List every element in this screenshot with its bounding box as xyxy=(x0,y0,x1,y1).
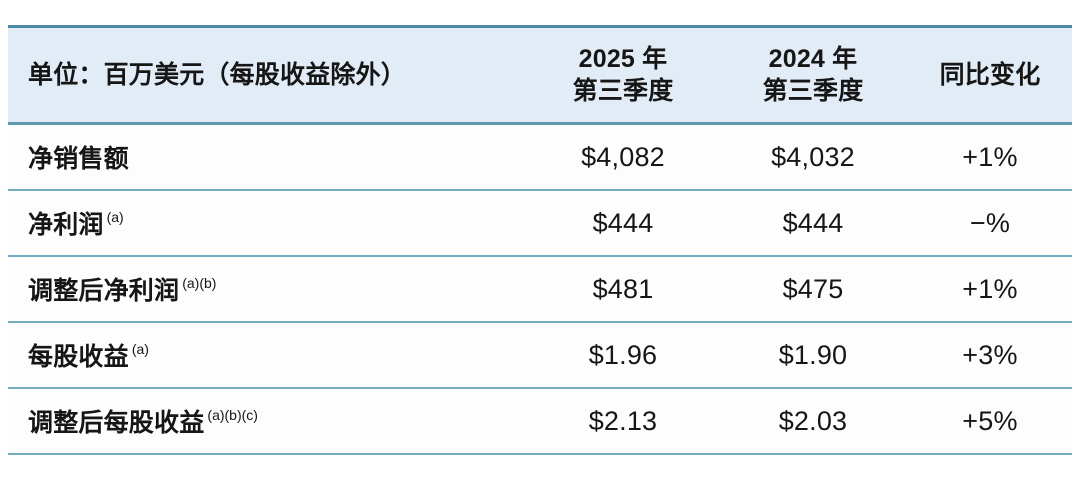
yoy-change: +1% xyxy=(962,273,1018,304)
footnote-superscript: (a)(b)(c) xyxy=(207,406,258,423)
value-2024: $444 xyxy=(782,207,844,238)
value-2024: $475 xyxy=(782,273,844,304)
header-q3-2025: 2025 年 第三季度 xyxy=(528,43,718,107)
row-label-text: 调整后净利润 xyxy=(28,277,180,305)
row-label: 净销售额 xyxy=(8,139,528,175)
header-yoy-change: 同比变化 xyxy=(939,61,1041,89)
value-2025: $4,082 xyxy=(581,141,665,172)
value-2025: $2.13 xyxy=(588,405,658,436)
row-label: 每股收益 (a) xyxy=(8,337,528,373)
yoy-change: +5% xyxy=(962,405,1018,436)
header-q3-2024: 2024 年 第三季度 xyxy=(718,43,908,107)
row-label-text: 净利润 xyxy=(28,211,104,239)
header-q3-2024-quarter: 第三季度 xyxy=(762,77,864,105)
value-2024: $2.03 xyxy=(778,405,848,436)
footnote-superscript: (a) xyxy=(131,340,149,357)
value-2024: $1.90 xyxy=(778,339,848,370)
header-q3-2025-year: 2025 年 xyxy=(578,45,668,73)
header-q3-2025-quarter: 第三季度 xyxy=(572,77,674,105)
row-label: 净利润 (a) xyxy=(8,205,528,241)
row-label-text: 净销售额 xyxy=(28,145,129,173)
footnote-superscript: (a)(b) xyxy=(182,274,217,291)
row-label-text: 每股收益 xyxy=(28,343,129,371)
table-header-row: 单位：百万美元（每股收益除外） 2025 年 第三季度 2024 年 第三季度 … xyxy=(8,28,1072,125)
row-label: 调整后净利润 (a)(b) xyxy=(8,271,528,307)
header-q3-2024-year: 2024 年 xyxy=(768,45,858,73)
footnote-superscript: (a) xyxy=(106,208,124,225)
value-2025: $481 xyxy=(592,273,654,304)
value-2025: $1.96 xyxy=(588,339,658,370)
table-row-adjusted-net-income: 调整后净利润 (a)(b) $481 $475 +1% xyxy=(8,257,1072,323)
yoy-change: +1% xyxy=(962,141,1018,172)
yoy-change: −% xyxy=(969,207,1011,238)
table-row-net-sales: 净销售额 $4,082 $4,032 +1% xyxy=(8,125,1072,191)
header-unit-label: 单位：百万美元（每股收益除外） xyxy=(28,61,407,89)
row-label: 调整后每股收益 (a)(b)(c) xyxy=(8,403,528,439)
row-label-text: 调整后每股收益 xyxy=(28,409,205,437)
table-row-adjusted-eps: 调整后每股收益 (a)(b)(c) $2.13 $2.03 +5% xyxy=(8,389,1072,455)
table-row-eps: 每股收益 (a) $1.96 $1.90 +3% xyxy=(8,323,1072,389)
value-2024: $4,032 xyxy=(771,141,855,172)
value-2025: $444 xyxy=(592,207,654,238)
financial-results-table: 单位：百万美元（每股收益除外） 2025 年 第三季度 2024 年 第三季度 … xyxy=(8,25,1072,455)
yoy-change: +3% xyxy=(962,339,1018,370)
table-row-net-income: 净利润 (a) $444 $444 −% xyxy=(8,191,1072,257)
